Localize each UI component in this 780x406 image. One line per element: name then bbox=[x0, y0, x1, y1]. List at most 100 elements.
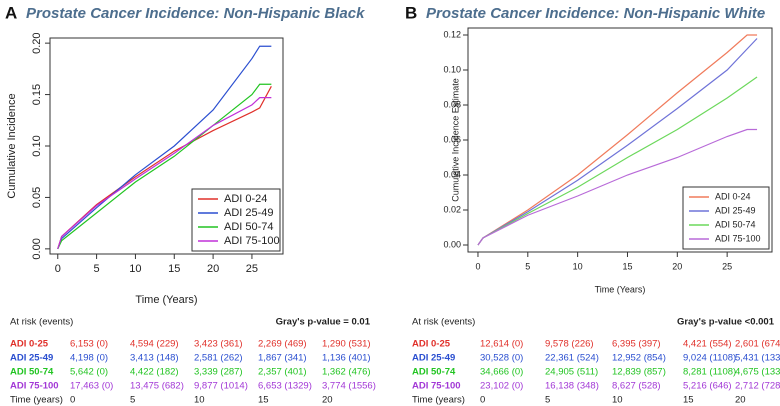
time-row-label: Time (years) bbox=[412, 395, 465, 406]
panel-label: A bbox=[5, 3, 17, 22]
panel-label: B bbox=[405, 3, 417, 22]
risk-table-title: At risk (events) bbox=[10, 317, 73, 328]
risk-cell: 1,362 (476) bbox=[322, 367, 371, 378]
y-tick-label: 0.02 bbox=[443, 204, 461, 214]
legend-label: ADI 50-74 bbox=[224, 221, 274, 233]
risk-cell: 16,138 (348) bbox=[545, 381, 599, 392]
y-tick-label: 0.15 bbox=[31, 84, 43, 105]
y-tick-label: 0.04 bbox=[443, 169, 461, 179]
legend-label: ADI 25-49 bbox=[715, 205, 756, 215]
y-tick-label: 0.06 bbox=[443, 134, 461, 144]
risk-cell: 2,269 (469) bbox=[258, 339, 307, 350]
risk-cell: 1,290 (531) bbox=[322, 339, 371, 350]
series-line bbox=[57, 97, 272, 250]
x-tick-label: 10 bbox=[573, 261, 583, 271]
time-row-label: Time (years) bbox=[10, 395, 63, 406]
x-tick-label: 15 bbox=[622, 261, 632, 271]
x-axis-label: Time (Years) bbox=[135, 294, 197, 306]
legend-label: ADI 50-74 bbox=[715, 219, 756, 229]
legend-label: ADI 75-100 bbox=[715, 233, 761, 243]
risk-cell: 1,867 (341) bbox=[258, 353, 307, 364]
risk-row-label: ADI 50-74 bbox=[10, 367, 54, 378]
risk-cell: 12,839 (857) bbox=[612, 367, 666, 378]
x-tick-label: 0 bbox=[55, 263, 61, 275]
p-value: Gray's p-value <0.001 bbox=[677, 317, 775, 328]
time-cell: 0 bbox=[480, 395, 485, 406]
y-tick-label: 0.20 bbox=[31, 32, 43, 53]
y-tick-label: 0.12 bbox=[443, 29, 461, 39]
legend-label: ADI 75-100 bbox=[224, 235, 280, 247]
x-tick-label: 20 bbox=[207, 263, 219, 275]
y-axis-label: Cumulative Incidence bbox=[6, 93, 18, 198]
risk-cell: 6,395 (397) bbox=[612, 339, 661, 350]
y-tick-label: 0.08 bbox=[443, 99, 461, 109]
chart-title: Prostate Cancer Incidence: Non-Hispanic … bbox=[426, 5, 765, 22]
x-tick-label: 25 bbox=[722, 261, 732, 271]
risk-cell: 5,431 (1331) bbox=[735, 353, 780, 364]
time-cell: 15 bbox=[258, 395, 269, 406]
x-axis-label: Time (Years) bbox=[595, 284, 646, 294]
risk-cell: 8,281 (1108) bbox=[683, 367, 736, 378]
y-tick-label: 0.10 bbox=[31, 135, 43, 156]
y-axis-label: Cumulative Incidence Estimate bbox=[450, 78, 460, 202]
series-line bbox=[57, 45, 272, 250]
risk-cell: 30,528 (0) bbox=[480, 353, 523, 364]
risk-cell: 12,614 (0) bbox=[480, 339, 523, 350]
risk-cell: 13,475 (682) bbox=[130, 381, 184, 392]
time-cell: 20 bbox=[735, 395, 746, 406]
risk-cell: 3,413 (148) bbox=[130, 353, 179, 364]
risk-cell: 9,024 (1108) bbox=[683, 353, 736, 364]
risk-cell: 12,952 (854) bbox=[612, 353, 666, 364]
x-tick-label: 15 bbox=[168, 263, 180, 275]
risk-row-label: ADI 75-100 bbox=[10, 381, 59, 392]
time-cell: 10 bbox=[612, 395, 623, 406]
time-cell: 5 bbox=[545, 395, 550, 406]
risk-cell: 3,339 (287) bbox=[194, 367, 243, 378]
time-cell: 20 bbox=[322, 395, 333, 406]
legend-label: ADI 0-24 bbox=[224, 193, 267, 205]
risk-cell: 1,136 (401) bbox=[322, 353, 371, 364]
legend-label: ADI 25-49 bbox=[224, 207, 274, 219]
risk-cell: 6,153 (0) bbox=[70, 339, 108, 350]
risk-row-label: ADI 25-49 bbox=[412, 353, 455, 364]
y-tick-label: 0.10 bbox=[443, 64, 461, 74]
series-line bbox=[477, 128, 758, 246]
y-tick-label: 0.00 bbox=[443, 239, 461, 249]
risk-row-label: ADI 0-25 bbox=[412, 339, 451, 350]
x-tick-label: 5 bbox=[525, 261, 530, 271]
risk-row-label: ADI 50-74 bbox=[412, 367, 456, 378]
risk-cell: 5,642 (0) bbox=[70, 367, 108, 378]
y-tick-label: 0.05 bbox=[31, 187, 43, 208]
time-cell: 10 bbox=[194, 395, 205, 406]
x-tick-label: 10 bbox=[129, 263, 141, 275]
risk-cell: 5,216 (646) bbox=[683, 381, 732, 392]
risk-row-label: ADI 25-49 bbox=[10, 353, 53, 364]
risk-cell: 22,361 (524) bbox=[545, 353, 599, 364]
risk-cell: 2,712 (728) bbox=[735, 381, 780, 392]
risk-cell: 2,601 (674) bbox=[735, 339, 780, 350]
risk-cell: 4,675 (1331) bbox=[735, 367, 780, 378]
time-cell: 0 bbox=[70, 395, 75, 406]
legend-label: ADI 0-24 bbox=[715, 191, 751, 201]
chart-title: Prostate Cancer Incidence: Non-Hispanic … bbox=[26, 5, 365, 22]
risk-cell: 4,422 (182) bbox=[130, 367, 179, 378]
risk-cell: 6,653 (1329) bbox=[258, 381, 312, 392]
series-line bbox=[57, 83, 272, 250]
risk-cell: 9,877 (1014) bbox=[194, 381, 248, 392]
risk-cell: 8,627 (528) bbox=[612, 381, 661, 392]
risk-cell: 3,774 (1556) bbox=[322, 381, 376, 392]
risk-cell: 2,581 (262) bbox=[194, 353, 243, 364]
risk-cell: 3,423 (361) bbox=[194, 339, 243, 350]
risk-table-title: At risk (events) bbox=[412, 317, 475, 328]
risk-cell: 23,102 (0) bbox=[480, 381, 523, 392]
risk-cell: 4,421 (554) bbox=[683, 339, 732, 350]
risk-cell: 2,357 (401) bbox=[258, 367, 307, 378]
risk-cell: 4,594 (229) bbox=[130, 339, 179, 350]
risk-cell: 9,578 (226) bbox=[545, 339, 594, 350]
time-cell: 15 bbox=[683, 395, 694, 406]
risk-cell: 4,198 (0) bbox=[70, 353, 108, 364]
p-value: Gray's p-value = 0.01 bbox=[276, 317, 371, 328]
time-cell: 5 bbox=[130, 395, 135, 406]
risk-cell: 24,905 (511) bbox=[545, 367, 598, 378]
